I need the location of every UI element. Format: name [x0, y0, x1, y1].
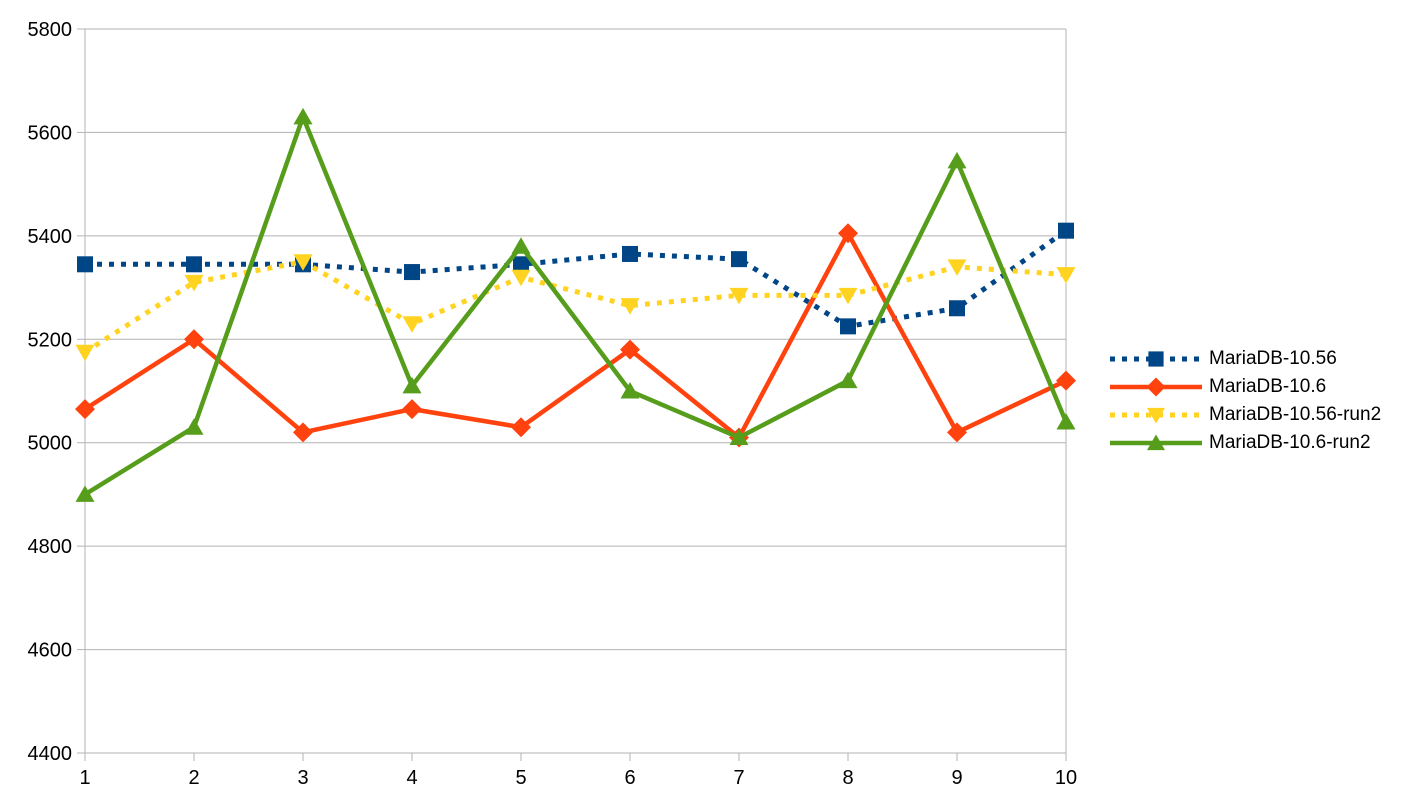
marker-triangle-up [184, 418, 204, 435]
marker-diamond [838, 223, 858, 244]
marker-triangle-down [293, 254, 313, 271]
marker-triangle-down [729, 287, 749, 305]
marker-triangle-up [620, 382, 640, 399]
legend-item: MariaDB-10.6-run2 [1110, 433, 1381, 453]
marker-triangle-down [184, 274, 204, 292]
marker-square [622, 245, 638, 262]
marker-triangle-down [620, 298, 640, 315]
x-axis-label: 9 [951, 767, 962, 789]
marker-triangle-down [511, 269, 531, 287]
marker-triangle-down [1056, 267, 1076, 284]
marker-triangle-up [947, 151, 967, 169]
x-axis-label: 10 [1055, 767, 1077, 789]
x-axis-label: 7 [733, 767, 744, 789]
y-axis-label: 4400 [28, 743, 73, 765]
x-axis-label: 1 [79, 767, 90, 789]
marker-triangle-up [511, 237, 531, 254]
marker-triangle-up [293, 107, 313, 125]
legend-key-sample [1110, 351, 1202, 367]
marker-diamond [1146, 377, 1166, 397]
y-axis-label: 5800 [28, 19, 73, 41]
legend-key-sample [1110, 434, 1202, 451]
marker-triangle-up [402, 376, 422, 394]
marker-square [840, 318, 856, 335]
legend-item: MariaDB-10.56 [1110, 349, 1381, 369]
y-axis-label: 5400 [28, 226, 73, 248]
series-line [83, 110, 1069, 497]
marker-square [77, 256, 93, 273]
x-axis-label: 6 [624, 767, 635, 789]
marker-square [186, 256, 202, 273]
legend-item: MariaDB-10.6 [1110, 377, 1381, 397]
y-axis-label: 5000 [28, 433, 73, 455]
marker-triangle-up [75, 485, 95, 502]
y-axis-label: 5200 [28, 329, 73, 351]
marker-square [731, 251, 747, 268]
y-axis-label: 4600 [28, 640, 73, 662]
y-axis-label: 5600 [28, 122, 73, 144]
marker-square [1058, 222, 1074, 239]
marker-triangle-up [1146, 434, 1166, 451]
marker-diamond [402, 399, 422, 420]
legend-label: MariaDB-10.56-run2 [1209, 404, 1382, 425]
marker-diamond [947, 422, 967, 443]
legend: MariaDB-10.56 MariaDB-10.6 MariaDB-10.56-r… [1110, 349, 1381, 461]
x-axis-label: 2 [188, 767, 199, 789]
marker-diamond [75, 399, 95, 420]
legend-key-sample [1110, 377, 1202, 397]
marker-diamond [293, 422, 313, 443]
marker-triangle-down [838, 287, 858, 305]
y-axis-label: 4800 [28, 536, 73, 558]
marker-triangle-up [1056, 413, 1076, 430]
marker-square [949, 300, 965, 317]
marker-triangle-down [1146, 407, 1166, 424]
marker-triangle-down [75, 344, 95, 362]
series-line [83, 228, 1067, 442]
legend-label: MariaDB-10.6-run2 [1209, 432, 1371, 453]
legend-label: MariaDB-10.56 [1209, 348, 1337, 369]
marker-triangle-down [947, 259, 967, 276]
series-line [83, 259, 1067, 355]
marker-square [513, 256, 529, 273]
legend-item: MariaDB-10.56-run2 [1110, 405, 1381, 425]
x-axis-label: 3 [297, 767, 308, 789]
legend-key-sample [1110, 407, 1202, 424]
marker-square [404, 264, 420, 281]
x-axis-label: 8 [842, 767, 853, 789]
marker-triangle-up [838, 371, 858, 389]
marker-diamond [620, 339, 640, 360]
marker-diamond [184, 329, 204, 350]
marker-triangle-up [729, 428, 749, 446]
marker-triangle-down [402, 316, 422, 333]
marker-square [1148, 351, 1164, 367]
x-axis-label: 5 [515, 767, 526, 789]
marker-diamond [1056, 370, 1076, 391]
marker-diamond [511, 417, 531, 438]
x-axis-label: 4 [406, 767, 417, 789]
legend-label: MariaDB-10.6 [1209, 376, 1327, 397]
